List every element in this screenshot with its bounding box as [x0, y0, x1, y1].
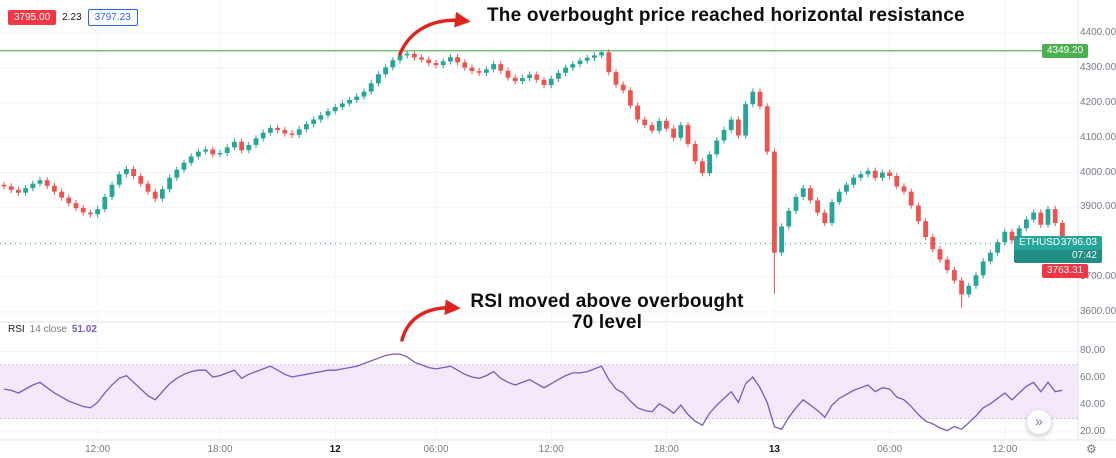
rsi-axis-label: 80.00: [1080, 345, 1106, 357]
price-level-lines: [0, 0, 1116, 441]
price-axis-label: 3700.00: [1080, 271, 1116, 283]
price-axis-label: 4400.00: [1080, 27, 1116, 39]
time-axis-label: 06:00: [423, 444, 449, 455]
rsi-current-value: 51.02: [71, 324, 97, 335]
rsi-axis-label: 60.00: [1080, 372, 1106, 384]
spread-value: 2.23: [62, 12, 82, 23]
last-price-row: ETHUSD 3796.03: [1014, 236, 1102, 250]
scroll-to-realtime-button[interactable]: »: [1026, 409, 1052, 435]
last-price-value: 3796.03: [1060, 237, 1097, 248]
ask-price-badge[interactable]: 3797.23: [87, 9, 138, 26]
rsi-indicator-params: 14 close: [29, 324, 67, 335]
last-price-badge[interactable]: ETHUSD 3796.03 07:42: [1014, 236, 1102, 263]
annotation-rsi-line2: 70 level: [571, 312, 643, 333]
annotation-resistance-text: The overbought price reached horizontal …: [487, 5, 965, 26]
annotation-rsi-line1: RSI moved above overbought: [470, 291, 744, 312]
rsi-indicator-name: RSI: [8, 324, 25, 335]
candlestick-series: [1, 49, 1065, 308]
annotation-arrows: [398, 11, 471, 342]
alert-price-badge[interactable]: 3763.31: [1042, 264, 1089, 278]
rsi-indicator-pane: [0, 353, 1078, 432]
time-axis-day-label: 12: [329, 444, 341, 455]
alert-price-value: 3763.31: [1047, 265, 1084, 276]
time-scale[interactable]: 12:00 18:00 12 06:00 12:00 18:00 13 06:00 12:00: [0, 440, 1078, 458]
time-axis-label: 06:00: [877, 444, 903, 455]
price-axis-label: 3600.00: [1080, 305, 1116, 317]
time-axis-label: 12:00: [538, 444, 564, 455]
quote-badges: 3795.00 2.23 3797.23: [8, 9, 138, 26]
price-axis-label: 4300.00: [1080, 61, 1116, 73]
rsi-axis-label: 40.00: [1080, 399, 1106, 411]
price-axis-label: 3900.00: [1080, 201, 1116, 213]
price-axis-label: 4200.00: [1080, 96, 1116, 108]
resistance-price-badge[interactable]: 4349.20: [1042, 44, 1089, 58]
price-axis-label: 4100.00: [1080, 131, 1116, 143]
time-axis-label: 18:00: [653, 444, 679, 455]
annotation-rsi-text: RSI moved above overbought 70 level: [452, 291, 762, 333]
time-axis-label: 12:00: [992, 444, 1018, 455]
time-axis-label: 12:00: [85, 444, 111, 455]
bar-countdown: 07:42: [1014, 250, 1102, 263]
rsi-indicator-legend[interactable]: RSI 14 close 51.02: [8, 324, 97, 335]
resistance-price-value: 4349.20: [1047, 45, 1084, 56]
price-scale[interactable]: 4400.00 4300.00 4200.00 4100.00 4000.00 3900.…: [1080, 0, 1116, 440]
double-chevron-right-icon: »: [1035, 413, 1043, 429]
symbol-name: ETHUSD: [1019, 237, 1061, 248]
time-axis-label: 18:00: [207, 444, 233, 455]
rsi-axis-label: 20.00: [1080, 425, 1106, 437]
time-scale-settings-gear-icon[interactable]: ⚙: [1086, 442, 1097, 456]
bid-price-badge[interactable]: 3795.00: [8, 10, 57, 25]
time-axis-day-label: 13: [768, 444, 780, 455]
price-axis-label: 4000.00: [1080, 166, 1116, 178]
